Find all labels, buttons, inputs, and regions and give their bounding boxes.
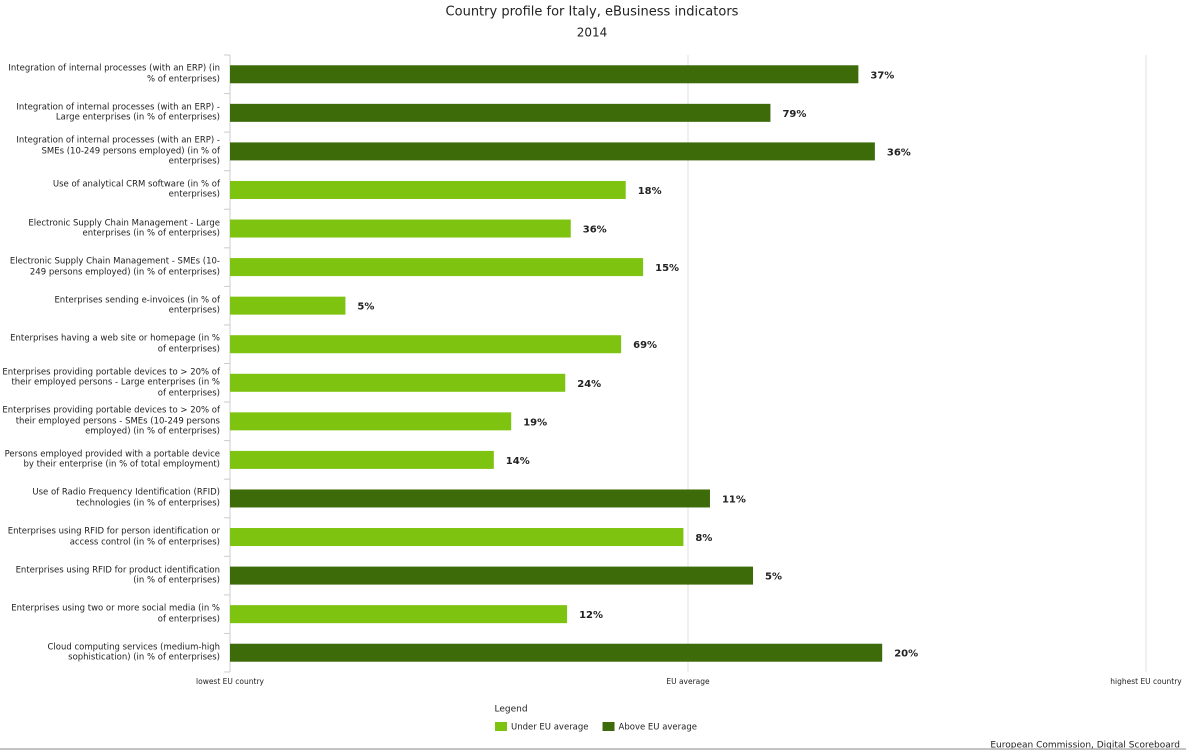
data-label: 19% (523, 417, 547, 428)
x-tick-label: lowest EU country (196, 677, 265, 686)
data-label: 37% (870, 70, 894, 81)
y-tick-label: Enterprises having a web site or homepag… (10, 333, 220, 355)
data-label: 5% (765, 572, 782, 583)
y-tick-label: Enterprises providing portable devices t… (2, 405, 220, 437)
bar (230, 373, 566, 392)
data-label: 69% (633, 340, 657, 351)
data-label: 18% (638, 186, 662, 197)
y-tick-label: Integration of internal processes (with … (16, 135, 220, 167)
y-tick-label: Cloud computing services (medium-high so… (47, 642, 220, 663)
bar (230, 103, 771, 122)
legend-label: Above EU average (619, 723, 697, 733)
bar (230, 142, 875, 161)
data-label: 11% (722, 494, 746, 505)
chart-title: Country profile for Italy, eBusiness ind… (446, 5, 739, 20)
bar (230, 65, 859, 84)
y-tick-label: Integration of internal processes (with … (16, 102, 220, 123)
y-tick-label: Electronic Supply Chain Management - SME… (9, 256, 220, 278)
x-tick-label: EU average (666, 677, 710, 686)
source: European Commission, Digital Scoreboard (990, 741, 1180, 751)
legend-title: Legend (494, 705, 527, 715)
data-label: 20% (894, 649, 918, 660)
bar (230, 450, 494, 469)
chart-subtitle: 2014 (577, 26, 608, 40)
y-tick-label: Enterprises using RFID for product ident… (15, 565, 220, 586)
data-label: 24% (577, 379, 601, 390)
data-label: 12% (579, 610, 603, 621)
bar (230, 412, 512, 431)
y-tick-label: Electronic Supply Chain Management - Lar… (28, 218, 220, 239)
bar (230, 180, 626, 199)
bar (230, 528, 684, 547)
data-label: 8% (695, 533, 712, 544)
data-label: 36% (887, 147, 911, 158)
legend-swatch (602, 722, 615, 731)
x-tick-label: highest EU country (1110, 677, 1182, 686)
data-label: 79% (782, 109, 806, 120)
bar (230, 258, 644, 277)
data-label: 5% (357, 302, 374, 313)
bar (230, 643, 883, 662)
legend-label: Under EU average (511, 723, 589, 733)
bar (230, 489, 710, 508)
bar (230, 335, 622, 354)
y-tick-label: Enterprises using RFID for person identi… (7, 526, 220, 548)
bar (230, 219, 571, 238)
y-tick-label: Enterprises providing portable devices t… (2, 367, 220, 399)
y-tick-label: Enterprises sending e-invoices (in % of … (54, 295, 220, 316)
y-tick-label: Use of Radio Frequency Identification (R… (32, 487, 220, 509)
y-tick-label: Use of analytical CRM software (in % of … (52, 179, 220, 200)
y-tick-label: Integration of internal processes (with … (8, 63, 220, 85)
legend-swatch (495, 722, 507, 731)
data-label: 36% (583, 225, 607, 236)
data-label: 14% (506, 456, 530, 467)
bar (230, 605, 568, 624)
y-tick-label: Persons employed provided with a portabl… (4, 449, 220, 470)
bar (230, 296, 346, 315)
data-label: 15% (655, 263, 679, 274)
bar (230, 566, 754, 585)
y-tick-label: Enterprises using two or more social med… (11, 603, 220, 625)
